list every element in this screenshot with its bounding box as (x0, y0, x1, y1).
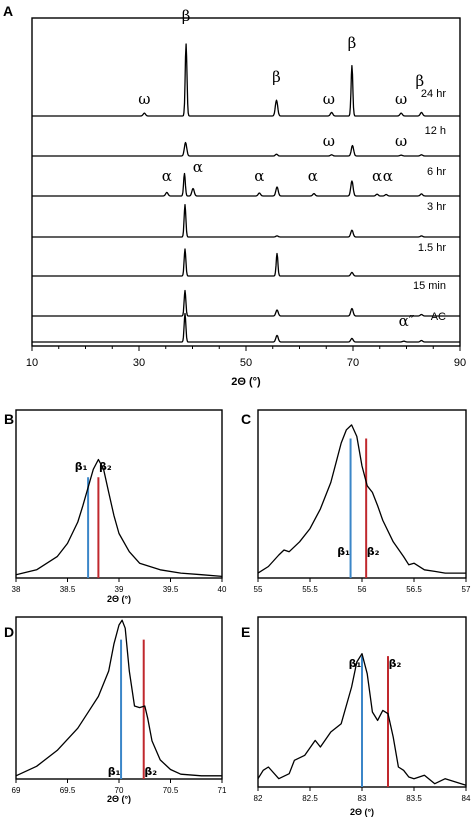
panel-d-x-tick-label: 69.5 (60, 786, 76, 795)
panel-c-x-tick-label: 57 (462, 585, 471, 594)
panel-c-trace (257, 424, 466, 574)
panel-c-x-tick-label: 56 (358, 585, 367, 594)
trace-ac (31, 312, 461, 343)
trace-24-hr (31, 43, 461, 117)
peak-annotation-omega: ω (138, 90, 150, 108)
peak-annotation-beta: β (348, 34, 357, 52)
peak-annotation-alpha: α (193, 158, 203, 176)
trace-label-ac: AC (431, 311, 446, 323)
trace-label-1-5-hr: 1.5 hr (418, 242, 446, 254)
panel-a-x-tick-label: 70 (347, 357, 359, 369)
trace-label-12-h: 12 h (425, 125, 446, 137)
panel-letter-a: A (3, 3, 13, 19)
panel-a-x-tick-label: 50 (240, 357, 252, 369)
panel-d-x-tick-label: 70 (115, 786, 124, 795)
panel-b-x-axis-label: 2Θ (°) (107, 594, 131, 604)
trace-3-hr (31, 204, 461, 238)
panel-b-x-tick-label: 39 (115, 585, 124, 594)
panel-e-x-tick-label: 83 (358, 794, 367, 803)
panel-c-x-tick-label: 56.5 (406, 585, 422, 594)
trace-label-24-hr: 24 hr (421, 88, 446, 100)
panel-d-x-axis-label: 2Θ (°) (107, 794, 131, 804)
panel-a-x-tick-label: 30 (133, 357, 145, 369)
peak-annotation-alpha: α (383, 167, 393, 185)
panel-d-x-tick-label: 71 (218, 786, 227, 795)
peak-annotation-omega: ω (323, 90, 335, 108)
peak-annotation-alpha: α (372, 167, 382, 185)
panel-d-trace (15, 619, 222, 777)
trace-15-min (31, 289, 461, 317)
panel-letter-b: B (4, 411, 14, 427)
panel-d-frame (15, 616, 223, 780)
peak-annotation-alpha: α (308, 167, 318, 185)
peak-annotation-beta: β (182, 7, 191, 25)
panel-e-x-tick-label: 83.5 (406, 794, 422, 803)
trace-12-h (31, 141, 461, 157)
trace-label-6-hr: 6 hr (427, 166, 446, 178)
panel-b-x-tick-label: 38 (12, 585, 21, 594)
trace-6-hr (31, 172, 461, 197)
peak-annotation-omega: ω (323, 132, 335, 150)
panel-b-trace (15, 458, 223, 578)
trace-label-15-min: 15 min (413, 280, 446, 292)
reference-label-beta1: β₁ (108, 765, 121, 778)
panel-e-x-tick-label: 82 (254, 794, 263, 803)
panel-letter-d: D (4, 624, 14, 640)
reference-label-beta2: β₂ (367, 545, 380, 558)
trace-1-5-hr (31, 248, 461, 277)
peak-annotation-alpha: α (162, 167, 172, 185)
peak-annotation-omega: ω (395, 132, 407, 150)
panel-b-x-tick-label: 39.5 (163, 585, 179, 594)
trace-label-3-hr: 3 hr (427, 201, 446, 213)
panel-a-x-tick-label: 90 (454, 357, 466, 369)
panel-e-x-tick-label: 84 (462, 794, 471, 803)
peak-annotation-beta: β (272, 68, 281, 86)
panel-b-x-tick-label: 40 (218, 585, 227, 594)
peak-annotation-alpha-double-prime: α″ (399, 312, 415, 330)
panel-b-x-tick-label: 38.5 (60, 585, 76, 594)
panel-d-x-tick-label: 70.5 (163, 786, 179, 795)
peak-annotation-beta: β (416, 72, 425, 90)
reference-label-beta2: β₂ (144, 765, 157, 778)
panel-c-x-tick-label: 55.5 (302, 585, 318, 594)
panel-a-x-tick-label: 10 (26, 357, 38, 369)
reference-label-beta2: β₂ (389, 657, 402, 670)
peak-annotation-alpha: α (254, 167, 264, 185)
peak-annotation-omega: ω (395, 90, 407, 108)
panel-b-frame (15, 409, 223, 579)
panel-d-x-tick-label: 69 (12, 786, 21, 795)
panel-c-x-tick-label: 55 (254, 585, 263, 594)
panel-e-x-axis-label: 2Θ (°) (350, 807, 374, 817)
panel-e-x-tick-label: 82.5 (302, 794, 318, 803)
reference-label-beta2: β₂ (99, 460, 112, 473)
panel-e-trace (257, 653, 467, 786)
reference-label-beta1: β₁ (75, 460, 88, 473)
panel-c-frame (257, 409, 467, 579)
panel-a-x-axis-label: 2Θ (°) (231, 376, 261, 388)
panel-letter-c: C (241, 411, 251, 427)
panel-a-frame (31, 17, 461, 347)
panel-letter-e: E (241, 624, 250, 640)
reference-label-beta1: β₁ (337, 545, 350, 558)
